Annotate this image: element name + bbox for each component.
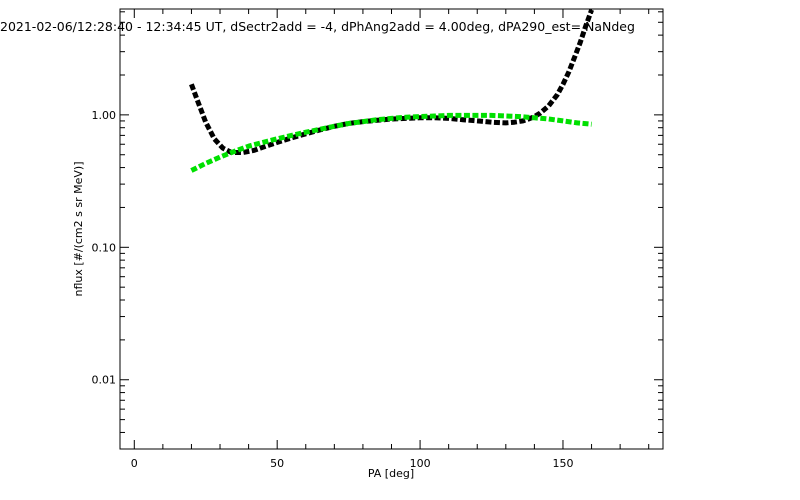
y-tick-label: 1.00 bbox=[92, 109, 117, 122]
chart-title: 2021-02-06/12:28:40 - 12:34:45 UT, dSect… bbox=[0, 19, 635, 34]
x-tick-label: 150 bbox=[552, 457, 573, 470]
y-tick-label: 0.10 bbox=[92, 241, 117, 254]
series-line-0 bbox=[189, 9, 594, 155]
x-axis-label: PA [deg] bbox=[368, 467, 414, 480]
x-tick-label: 100 bbox=[410, 457, 431, 470]
axis-ticks bbox=[120, 9, 663, 450]
series-layer bbox=[189, 9, 594, 173]
y-tick-label: 0.01 bbox=[92, 374, 117, 387]
tick-labels: 0 50 100 150 0.01 0.10 1.00 bbox=[92, 109, 574, 470]
x-tick-label: 0 bbox=[131, 457, 138, 470]
y-axis-label: nflux [#/(cm2 s sr MeV)] bbox=[72, 162, 85, 297]
plot-frame bbox=[119, 8, 664, 450]
x-tick-label: 50 bbox=[270, 457, 284, 470]
series-line-1 bbox=[190, 112, 592, 173]
